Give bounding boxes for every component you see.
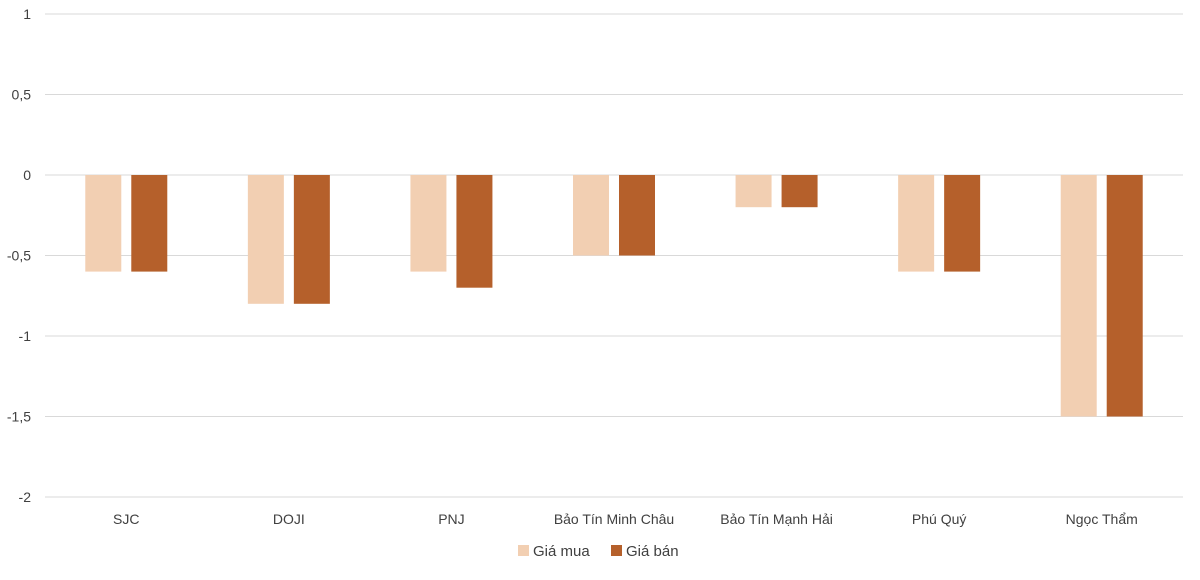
y-tick-label: -1 [19, 328, 32, 344]
y-tick-label: -0,5 [7, 248, 31, 264]
bar-gia-mua [573, 175, 609, 256]
x-category-label: PNJ [438, 511, 464, 527]
legend-swatch [611, 545, 622, 556]
y-tick-label: -2 [19, 489, 32, 505]
x-category-label: Bảo Tín Minh Châu [554, 511, 674, 527]
bar-gia-mua [410, 175, 447, 272]
legend-label: Giá mua [533, 543, 590, 560]
x-category-label: DOJI [273, 511, 305, 527]
legend-swatch [518, 545, 529, 556]
bar-gia-mua [735, 175, 772, 208]
bar-gia-ban [619, 175, 655, 256]
bar-gia-mua [898, 175, 935, 272]
legend-label: Giá bán [626, 543, 679, 560]
y-tick-label: 1 [23, 6, 31, 22]
bar-gia-mua [247, 175, 284, 304]
y-tick-label: 0 [23, 167, 31, 183]
bar-gia-ban [781, 175, 818, 208]
bar-gia-ban [1106, 175, 1143, 417]
y-tick-label: -1,5 [7, 409, 31, 425]
bar-gia-mua [1060, 175, 1097, 417]
bar-gia-ban [944, 175, 981, 272]
bar-gia-mua [85, 175, 122, 272]
bar-gia-ban [293, 175, 330, 304]
x-category-label: Bảo Tín Mạnh Hải [720, 511, 833, 527]
bar-gia-ban [456, 175, 493, 288]
x-category-label: SJC [113, 511, 139, 527]
x-category-label: Ngọc Thẩm [1066, 511, 1138, 527]
x-category-label: Phú Quý [912, 511, 966, 527]
y-tick-label: 0,5 [12, 87, 32, 103]
bar-gia-ban [131, 175, 168, 272]
